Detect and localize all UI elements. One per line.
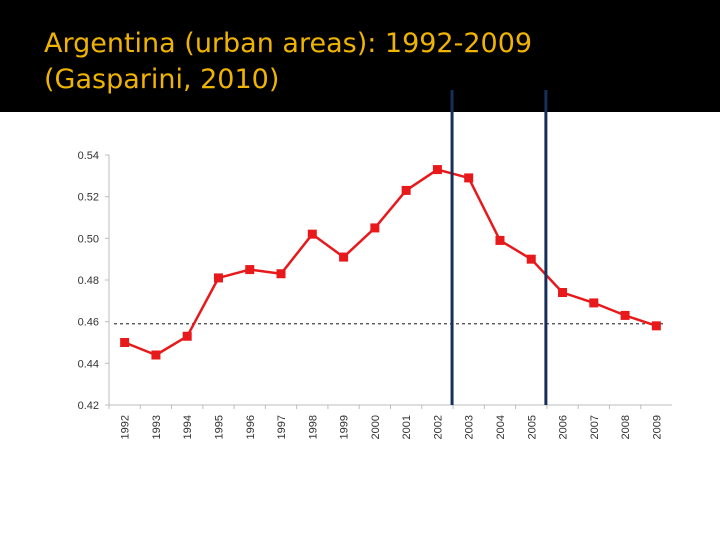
x-tick-label: 1996 [245,415,257,439]
data-point-marker [120,338,130,347]
data-point-marker [432,165,442,175]
x-tick-label: 2000 [370,415,382,439]
y-axis-ticks: 0.54 0.52 0.50 0.48 0.46 0.44 0.42 [78,150,109,412]
slide-title-line-2: (Gasparini, 2010) [44,64,280,95]
x-tick-label: 2006 [558,415,570,439]
data-point-marker [651,321,661,331]
y-tick-label: 0.42 [78,400,99,412]
x-tick-label: 2003 [464,415,476,439]
x-tick-label: 2008 [620,415,632,439]
data-point-marker [495,235,505,245]
data-point-marker [558,288,568,297]
x-tick-label: 2009 [651,415,663,439]
data-point-marker [401,185,411,195]
series-line [124,168,657,357]
chart-area [60,118,682,456]
x-tick-label: 1994 [182,415,194,439]
y-tick-label: 0.44 [78,358,99,370]
x-tick-label: 1992 [120,415,132,439]
x-tick-label: 1998 [307,415,319,439]
data-point-marker [464,173,474,183]
x-tick-label: 1993 [151,415,163,439]
data-point-marker [307,229,317,239]
x-tick-label: 1999 [339,415,351,439]
x-tick-label: 2004 [495,415,507,439]
x-tick-label: 2002 [432,415,444,439]
y-tick-label: 0.48 [78,275,99,287]
data-point-marker [339,252,349,262]
data-point-marker [245,265,255,275]
data-point-marker [526,254,536,264]
y-tick-label: 0.52 [78,192,99,204]
data-point-marker [213,273,223,283]
x-tick-label: 1997 [276,415,288,439]
y-tick-label: 0.46 [78,317,99,329]
x-tick-label: 2005 [526,415,538,439]
data-point-marker [151,350,161,360]
series-group [120,165,661,360]
data-point-marker [620,310,630,320]
x-axis-ticks: 1992 1993 1994 1995 1996 1997 1998 1999 2000 2001… [108,405,663,439]
y-tick-label: 0.54 [78,150,99,162]
data-point-marker [276,269,286,279]
y-tick-label: 0.50 [78,233,99,245]
x-tick-label: 1995 [213,415,225,439]
x-tick-label: 2001 [401,415,413,439]
vertical-markers-group [450,90,548,405]
title-band: Argentina (urban areas): 1992-2009 (Gasp… [0,0,720,112]
x-tick-label: 2007 [589,415,601,439]
data-point-marker [370,223,380,233]
slide-title-line-1: Argentina (urban areas): 1992-2009 [44,28,533,59]
data-point-marker [589,298,599,308]
data-point-marker [182,331,192,341]
slide-title: Argentina (urban areas): 1992-2009 (Gasp… [44,26,684,98]
